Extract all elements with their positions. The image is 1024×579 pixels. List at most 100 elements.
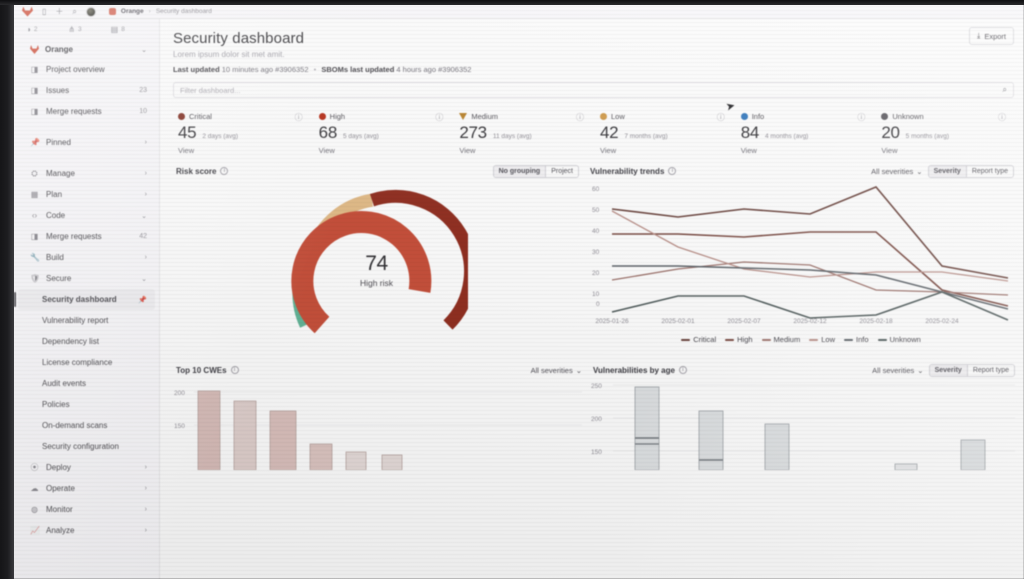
plus-icon[interactable]: ＋ <box>55 6 64 16</box>
sidebar-item-analyze[interactable]: 📈 Analyze › <box>18 520 155 541</box>
bar[interactable] <box>894 463 918 470</box>
seg-report-type[interactable]: Report type <box>967 364 1014 376</box>
sidebar-item-code-merge-requests[interactable]: ◨ Merge requests 42 <box>18 226 155 247</box>
sboms-ref[interactable]: #3906352 <box>438 65 472 74</box>
sidebar-item-audit-events[interactable]: Audit events <box>18 373 155 394</box>
legend-item-medium[interactable]: Medium <box>761 335 800 344</box>
bar[interactable] <box>698 410 724 470</box>
sidebar-item-dependency-list[interactable]: Dependency list <box>18 331 155 352</box>
breadcrumb-project[interactable]: Orange <box>120 8 144 15</box>
info-icon[interactable]: i <box>220 167 229 175</box>
breadcrumb-project-avatar <box>108 8 116 15</box>
legend-item-critical[interactable]: Critical <box>681 335 716 344</box>
sidebar-item-project-overview[interactable]: ◨ Project overview <box>18 59 155 80</box>
seg-no-grouping[interactable]: No grouping <box>493 165 547 177</box>
info-icon[interactable]: i <box>668 167 677 175</box>
info-icon[interactable]: i <box>230 366 239 374</box>
sidebar-item-label: Operate <box>46 484 75 493</box>
search-icon[interactable]: ⌕ <box>1002 85 1007 94</box>
age-view-segmented-control[interactable]: Severity Report type <box>928 363 1015 377</box>
bar[interactable] <box>197 390 221 470</box>
bar[interactable] <box>634 386 660 470</box>
info-icon[interactable]: ⓘ <box>716 113 725 122</box>
sidebar-counts: ◑ 2 ⋔ 3 ▤ 8 <box>14 21 159 40</box>
bar[interactable] <box>764 423 790 470</box>
severity-count: 273 <box>459 123 487 142</box>
sidebar-item-build[interactable]: 🔧 Build › <box>18 247 155 268</box>
sidebar-item-secure[interactable]: 🛡 Secure ⌄ <box>18 268 155 289</box>
sidebar-item-security-configuration[interactable]: Security configuration <box>18 436 155 457</box>
sidebar-context-switcher[interactable]: Orange ⌄ <box>18 41 155 58</box>
sidebar-toggle-icon[interactable]: ▯ <box>42 6 47 16</box>
severity-dropdown[interactable]: All severities ⌄ <box>872 366 923 375</box>
legend-item-high[interactable]: High <box>725 335 753 344</box>
y-tick-10: 10 <box>592 291 600 298</box>
sidebar-count-todos[interactable]: ▤ 8 <box>111 25 149 34</box>
bar[interactable] <box>345 451 367 470</box>
legend-label: Info <box>856 335 869 344</box>
bar[interactable] <box>309 443 333 470</box>
sidebar-item-monitor[interactable]: ◍ Monitor › <box>18 499 155 520</box>
sidebar-item-operate[interactable]: ☁ Operate › <box>18 478 155 499</box>
seg-severity[interactable]: Severity <box>929 364 968 376</box>
bar[interactable] <box>269 410 297 470</box>
severity-card-medium[interactable]: Medium ⓘ 273 11 days (avg) View <box>453 108 594 157</box>
severity-card-info[interactable]: Info ⓘ 84 4 months (avg) View <box>735 108 876 157</box>
sidebar-item-merge-requests[interactable]: ◨ Merge requests 10 <box>18 101 155 122</box>
sidebar-item-issues[interactable]: ◨ Issues 23 <box>18 80 155 101</box>
sidebar-item-plan[interactable]: ▦ Plan › <box>18 184 155 205</box>
user-avatar[interactable] <box>85 6 96 17</box>
last-updated-ref[interactable]: #3906352 <box>275 65 309 74</box>
seg-severity[interactable]: Severity <box>928 165 967 177</box>
legend-item-info[interactable]: Info <box>844 335 869 344</box>
severity-dropdown[interactable]: All severities ⌄ <box>531 366 582 375</box>
breadcrumb-page[interactable]: Security dashboard <box>155 8 212 15</box>
info-icon[interactable]: ⓘ <box>435 113 444 122</box>
info-icon[interactable]: ⓘ <box>998 113 1007 122</box>
legend-item-low[interactable]: Low <box>809 335 835 344</box>
severity-value-row: 273 11 days (avg) <box>459 123 586 143</box>
y-tick-40: 40 <box>592 228 600 235</box>
trends-view-segmented-control[interactable]: Severity Report type <box>927 164 1014 178</box>
bar[interactable] <box>960 439 986 470</box>
grouping-segmented-control[interactable]: No grouping Project <box>492 164 579 178</box>
pin-icon[interactable]: 📌 <box>138 296 147 304</box>
y-tick-50: 50 <box>592 207 600 214</box>
severity-view-link[interactable]: View <box>178 146 195 155</box>
sidebar-item-license-compliance[interactable]: License compliance <box>18 352 155 373</box>
sidebar-count-merge-requests[interactable]: ⋔ 3 <box>68 25 106 34</box>
severity-view-link[interactable]: View <box>740 146 757 155</box>
info-icon[interactable]: i <box>678 366 687 374</box>
legend-item-unknown[interactable]: Unknown <box>877 335 921 344</box>
sidebar-item-on-demand-scans[interactable]: On-demand scans <box>18 415 155 436</box>
sidebar-item-deploy[interactable]: ⦿ Deploy › <box>18 457 155 478</box>
filter-dashboard-input[interactable]: Filter dashboard... ⌕ <box>173 82 1014 98</box>
export-button[interactable]: ⤓ Export <box>968 27 1014 45</box>
severity-card-unknown[interactable]: Unknown ⓘ 20 5 months (avg) View <box>875 108 1016 157</box>
search-icon[interactable]: ⌕ <box>72 6 77 16</box>
sidebar-item-vulnerability-report[interactable]: Vulnerability report <box>18 310 155 331</box>
sidebar-item-code[interactable]: ‹› Code ⌄ <box>18 205 155 226</box>
sidebar-item-security-dashboard[interactable]: Security dashboard 📌 <box>14 289 155 310</box>
severity-card-low[interactable]: Low ⓘ 42 7 months (avg) View <box>594 108 735 157</box>
seg-report-type[interactable]: Report type <box>966 165 1013 177</box>
severity-view-link[interactable]: View <box>881 146 898 155</box>
sidebar-count-issues[interactable]: ◑ 2 <box>26 25 64 34</box>
info-icon[interactable]: ⓘ <box>294 113 303 122</box>
severity-dropdown[interactable]: All severities ⌄ <box>871 167 922 176</box>
seg-project[interactable]: Project <box>546 165 578 177</box>
severity-view-link[interactable]: View <box>600 146 617 155</box>
gitlab-tanuki-icon[interactable] <box>22 7 33 17</box>
info-icon[interactable]: ⓘ <box>576 113 585 122</box>
sidebar-item-policies[interactable]: Policies <box>18 394 155 415</box>
page-title: Security dashboard <box>173 30 305 47</box>
bar[interactable] <box>233 400 257 470</box>
severity-card-high[interactable]: High ⓘ 68 5 days (avg) View <box>313 108 454 157</box>
bar[interactable] <box>381 454 403 470</box>
sidebar-item-pinned[interactable]: 📌 Pinned › <box>18 132 155 153</box>
info-icon[interactable]: ⓘ <box>857 113 866 122</box>
sidebar-item-manage[interactable]: ⛭ Manage › <box>18 163 155 184</box>
severity-view-link[interactable]: View <box>318 146 335 155</box>
severity-card-critical[interactable]: Critical ⓘ 45 2 days (avg) View <box>172 108 313 157</box>
severity-view-link[interactable]: View <box>459 146 476 155</box>
